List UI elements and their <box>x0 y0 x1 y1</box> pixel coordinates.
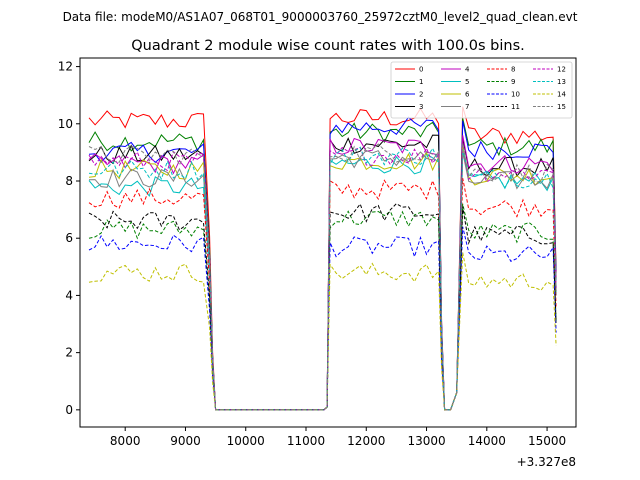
y-tick-label: 12 <box>58 60 73 74</box>
legend-label-0: 0 <box>419 66 423 74</box>
y-tick-label: 2 <box>65 346 73 360</box>
x-tick-label: 11000 <box>287 434 325 448</box>
legend-label-1: 1 <box>419 78 423 86</box>
y-tick-label: 8 <box>65 174 73 188</box>
legend-label-12: 12 <box>557 66 566 74</box>
legend-label-8: 8 <box>511 66 515 74</box>
x-tick-label: 15000 <box>528 434 566 448</box>
legend-label-14: 14 <box>557 91 566 99</box>
legend-label-10: 10 <box>511 91 520 99</box>
legend-label-5: 5 <box>465 78 469 86</box>
series-line-7 <box>88 149 557 411</box>
legend-box <box>390 61 573 119</box>
x-tick-label: 10000 <box>227 434 265 448</box>
series-line-6 <box>88 146 557 411</box>
series-line-15 <box>88 143 557 411</box>
legend-label-9: 9 <box>511 78 515 86</box>
legend-label-3: 3 <box>419 103 423 111</box>
series-line-14 <box>88 252 557 411</box>
series-line-10 <box>88 226 557 411</box>
legend-label-7: 7 <box>465 103 469 111</box>
legend-label-11: 11 <box>511 103 520 111</box>
x-tick-label: 14000 <box>468 434 506 448</box>
legend-label-2: 2 <box>419 91 423 99</box>
series-line-5 <box>88 152 557 411</box>
x-tick-label: 12000 <box>347 434 385 448</box>
figure-suptitle: Data file: modeM0/AS1A07_068T01_90000037… <box>63 10 578 24</box>
y-tick-label: 10 <box>58 117 73 131</box>
y-tick-label: 6 <box>65 231 73 245</box>
x-tick-label: 13000 <box>407 434 445 448</box>
x-tick-label: 9000 <box>170 434 201 448</box>
legend-label-4: 4 <box>465 66 470 74</box>
x-tick-label: 8000 <box>110 434 141 448</box>
series-layer <box>88 106 557 411</box>
y-axis: 0 2 4 6 8 10 12 <box>58 60 80 417</box>
x-axis: 8000 9000 10000 11000 12000 13000 14000 15000 <box>110 427 566 448</box>
legend-label-15: 15 <box>557 103 566 111</box>
plot-frame <box>79 57 577 428</box>
chart-title: Quadrant 2 module wise count rates with … <box>131 38 525 54</box>
series-line-12 <box>88 143 557 411</box>
series-line-8 <box>88 178 557 411</box>
series-line-9 <box>88 203 557 411</box>
y-tick-label: 4 <box>65 288 73 302</box>
series-line-11 <box>88 202 557 411</box>
series-line-13 <box>88 146 557 411</box>
legend-label-13: 13 <box>557 78 566 86</box>
y-tick-label: 0 <box>65 403 73 417</box>
legend-label-6: 6 <box>465 91 470 99</box>
x-offset-label: +3.327e8 <box>517 455 576 469</box>
